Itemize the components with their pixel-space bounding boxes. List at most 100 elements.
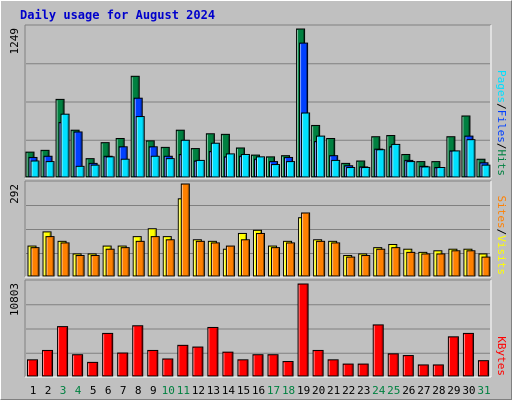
legend-kbytes: KBytes bbox=[495, 336, 508, 376]
bar-sites bbox=[240, 239, 250, 277]
bar-kbytes bbox=[387, 353, 399, 377]
day-label: 14 bbox=[222, 384, 236, 397]
bar-sites bbox=[150, 236, 160, 277]
day-label: 13 bbox=[207, 384, 220, 397]
bar-pages bbox=[421, 166, 431, 178]
day-label: 25 bbox=[387, 384, 400, 397]
bar-kbytes bbox=[237, 359, 249, 377]
day-label: 31 bbox=[477, 384, 490, 397]
bar-sites bbox=[436, 253, 446, 277]
bar-kbytes bbox=[297, 283, 309, 377]
day-label: 7 bbox=[120, 384, 127, 397]
bar-pages bbox=[225, 153, 235, 178]
legend-separator: / bbox=[495, 143, 508, 150]
bar-sites bbox=[210, 242, 220, 277]
bar-kbytes bbox=[192, 346, 204, 377]
legend-sites-visits: Sites/Visits bbox=[495, 196, 508, 276]
legend-pages-files-hits: Pages/Files/Hits bbox=[495, 70, 508, 176]
bar-sites bbox=[45, 236, 55, 277]
day-label: 15 bbox=[237, 384, 250, 397]
bar-kbytes bbox=[57, 326, 69, 377]
top-ymax-label: 1249 bbox=[8, 28, 21, 55]
bar-pages bbox=[286, 161, 296, 178]
day-label: 23 bbox=[357, 384, 370, 397]
day-label: 1 bbox=[30, 384, 37, 397]
bar-sites bbox=[195, 240, 205, 277]
bar-pages bbox=[451, 150, 461, 178]
bar-sites bbox=[346, 256, 356, 277]
bar-pages bbox=[466, 139, 476, 178]
bar-sites bbox=[165, 239, 175, 277]
day-label: 10 bbox=[162, 384, 175, 397]
bar-pages bbox=[180, 139, 190, 178]
bar-kbytes bbox=[162, 358, 174, 377]
legend-separator: / bbox=[495, 103, 508, 110]
bar-kbytes bbox=[432, 364, 444, 377]
bar-sites bbox=[225, 245, 235, 277]
legend-visits: Visits bbox=[495, 235, 508, 275]
legend-kbytes: KBytes bbox=[495, 336, 508, 376]
legend-separator: / bbox=[495, 229, 508, 236]
day-label: 3 bbox=[60, 384, 67, 397]
bar-pages bbox=[436, 167, 446, 178]
bar-kbytes bbox=[477, 360, 489, 377]
bar-pages bbox=[195, 159, 205, 178]
day-label: 5 bbox=[90, 384, 97, 397]
bar-pages bbox=[105, 156, 115, 178]
bar-pages bbox=[135, 116, 145, 178]
bar-pages bbox=[30, 160, 40, 178]
bar-sites bbox=[316, 240, 326, 277]
bar-kbytes bbox=[282, 361, 294, 377]
bar-pages bbox=[120, 158, 130, 178]
bar-sites bbox=[75, 255, 85, 277]
bar-sites bbox=[376, 248, 386, 277]
bar-sites bbox=[135, 240, 145, 277]
chart-title: Daily usage for August 2024 bbox=[20, 8, 216, 22]
bar-kbytes bbox=[342, 363, 354, 377]
bar-kbytes bbox=[177, 344, 189, 377]
bar-sites bbox=[331, 242, 341, 277]
bar-pages bbox=[481, 164, 491, 178]
day-label: 28 bbox=[432, 384, 445, 397]
bar-pages bbox=[376, 149, 386, 178]
bar-kbytes bbox=[117, 352, 129, 377]
bar-sites bbox=[406, 251, 416, 277]
bar-kbytes bbox=[27, 359, 38, 377]
bar-sites bbox=[255, 232, 265, 277]
bar-pages bbox=[210, 142, 220, 178]
bar-sites bbox=[105, 248, 115, 277]
day-label: 12 bbox=[192, 384, 205, 397]
bar-pages bbox=[75, 165, 85, 178]
day-label: 21 bbox=[327, 384, 340, 397]
bar-kbytes bbox=[312, 349, 324, 377]
day-label: 27 bbox=[417, 384, 430, 397]
bar-sites bbox=[361, 255, 371, 277]
bar-pages bbox=[316, 135, 326, 178]
bar-kbytes bbox=[222, 351, 234, 377]
bar-kbytes bbox=[102, 332, 114, 377]
legend-files: Files bbox=[495, 110, 508, 143]
day-label: 16 bbox=[252, 384, 265, 397]
bar-sites bbox=[421, 253, 431, 277]
bar-pages bbox=[361, 167, 371, 178]
day-label: 2 bbox=[45, 384, 52, 397]
bar-sites bbox=[286, 242, 296, 277]
bar-sites bbox=[481, 256, 491, 277]
day-label: 6 bbox=[105, 384, 112, 397]
bar-pages bbox=[90, 164, 100, 178]
day-label: 4 bbox=[75, 384, 82, 397]
legend-sites: Sites bbox=[495, 196, 508, 229]
bottom-ymax-label: 10803 bbox=[8, 283, 21, 316]
bar-kbytes bbox=[372, 324, 384, 377]
bar-sites bbox=[90, 255, 100, 277]
bar-pages bbox=[240, 153, 250, 178]
bar-kbytes bbox=[417, 364, 429, 377]
bar-kbytes bbox=[267, 354, 279, 377]
day-label: 22 bbox=[342, 384, 355, 397]
bar-kbytes bbox=[132, 325, 144, 377]
day-label: 19 bbox=[297, 384, 310, 397]
day-label: 17 bbox=[267, 384, 280, 397]
legend-pages: Pages bbox=[495, 70, 508, 103]
bar-sites bbox=[30, 247, 40, 277]
bar-pages bbox=[150, 155, 160, 178]
